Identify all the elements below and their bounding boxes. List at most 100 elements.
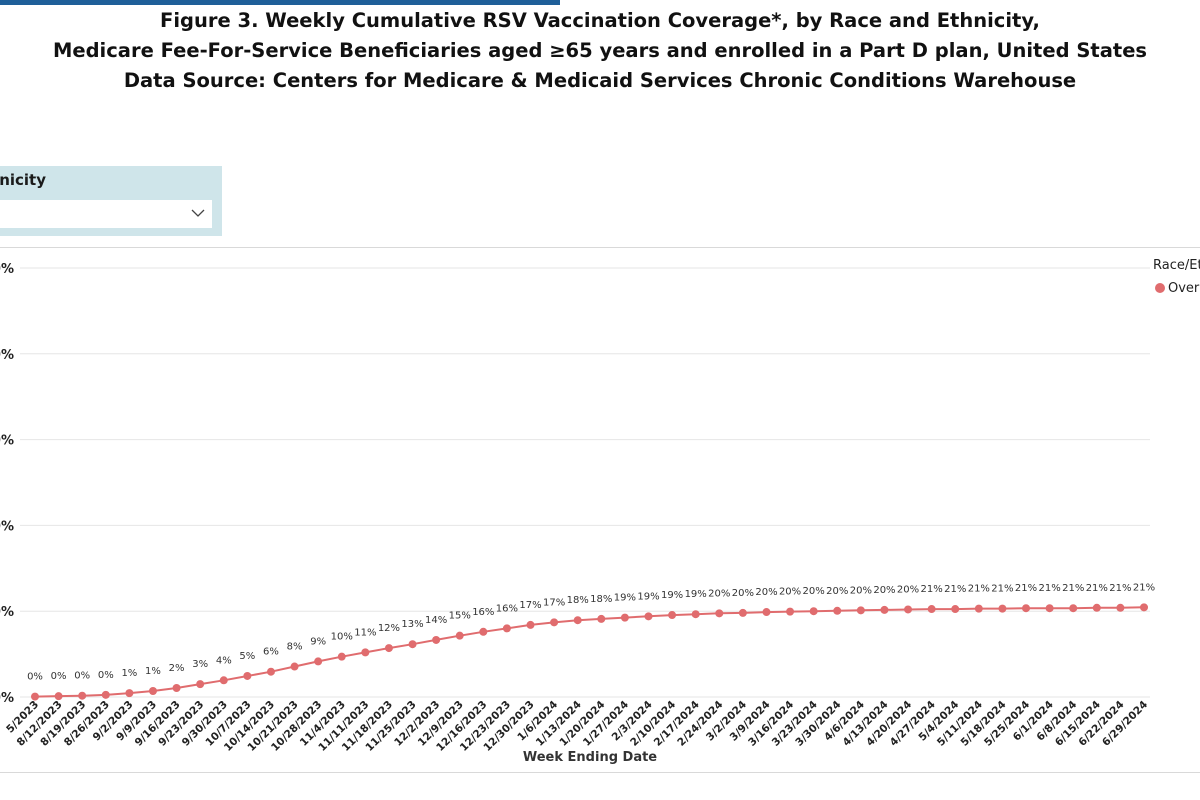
data-point — [998, 604, 1007, 613]
data-labels: 0% 0% 0% 0% 1% 1% 2% 3% 4% 5% 6% 8% 9% 10% 11% 12% 13% 14… — [27, 582, 1155, 682]
data-label: 21% — [1086, 583, 1108, 594]
series-overall — [31, 603, 1148, 701]
data-label: 4% — [216, 655, 232, 666]
data-point — [172, 683, 181, 692]
data-label: 21% — [1062, 583, 1084, 594]
data-label: 0% — [27, 672, 43, 683]
data-point — [620, 613, 629, 622]
slicer-label: nicity — [0, 171, 46, 189]
data-label: 13% — [401, 619, 423, 630]
data-label: 3% — [192, 659, 208, 670]
data-label: 11% — [354, 627, 376, 638]
data-point — [927, 605, 936, 614]
data-label: 19% — [661, 590, 683, 601]
race-ethnicity-slicer: nicity — [0, 166, 222, 236]
data-label: 17% — [519, 600, 541, 611]
data-label: 0% — [74, 671, 90, 682]
data-label: 17% — [543, 597, 565, 608]
gridlines — [20, 267, 1150, 698]
data-label: 21% — [991, 584, 1013, 595]
chart-frame-bottom — [0, 772, 1200, 773]
data-label: 19% — [614, 593, 636, 604]
data-label: 21% — [921, 584, 943, 595]
data-point — [31, 692, 39, 701]
data-label: 1% — [145, 666, 161, 677]
data-label: 20% — [873, 585, 895, 596]
data-point — [715, 609, 724, 618]
slicer-label-wrap: nicity — [0, 166, 50, 196]
data-point — [337, 652, 346, 661]
y-axis-ticks: 0% 0% 0% 0% 0% 0% — [0, 262, 14, 706]
data-point — [904, 605, 913, 614]
data-point — [361, 648, 370, 657]
data-point — [148, 686, 157, 695]
title-line-3: Data Source: Centers for Medicare & Medi… — [123, 69, 1077, 92]
data-label: 19% — [637, 591, 659, 602]
data-point — [243, 671, 252, 680]
data-point — [738, 608, 747, 617]
data-label: 5% — [239, 651, 255, 662]
data-point — [786, 607, 795, 616]
data-label: 1% — [121, 668, 137, 679]
data-label: 21% — [1015, 583, 1037, 594]
data-point — [691, 610, 700, 619]
legend-item-label: Overa — [1168, 281, 1200, 296]
data-label: 20% — [732, 588, 754, 599]
data-point — [1140, 603, 1148, 612]
data-point — [502, 624, 511, 633]
data-point — [78, 691, 87, 700]
data-point — [432, 635, 441, 644]
y-tick-label: 0% — [0, 434, 14, 449]
data-point — [951, 605, 960, 614]
data-point — [856, 606, 865, 615]
data-point — [644, 612, 653, 621]
slicer-dropdown[interactable] — [0, 200, 212, 228]
data-label: 21% — [968, 584, 990, 595]
data-point — [219, 676, 228, 685]
data-label: 15% — [449, 611, 471, 622]
data-label: 21% — [1133, 582, 1155, 593]
data-label: 8% — [287, 642, 303, 653]
data-label: 20% — [850, 585, 872, 596]
data-label: 20% — [803, 586, 825, 597]
data-label: 2% — [169, 663, 185, 674]
legend-marker — [1155, 283, 1165, 293]
data-label: 19% — [685, 589, 707, 600]
x-axis-ticks: 5/20238/12/20238/19/20238/26/20239/2/202… — [4, 699, 1150, 754]
data-label: 20% — [779, 587, 801, 598]
legend-item-overall[interactable]: Overa — [1155, 281, 1200, 296]
data-label: 21% — [944, 584, 966, 595]
data-label: 18% — [567, 595, 589, 606]
data-point — [101, 690, 110, 699]
data-label: 20% — [897, 584, 919, 595]
data-label: 21% — [1109, 583, 1131, 594]
title-line-2: Medicare Fee-For-Service Beneficiaries a… — [52, 39, 1148, 62]
data-point — [526, 620, 535, 629]
data-label: 20% — [826, 586, 848, 597]
data-point — [1092, 603, 1101, 612]
data-point — [809, 607, 818, 616]
data-label: 14% — [425, 615, 447, 626]
data-point — [408, 640, 417, 649]
y-tick-label: 0% — [0, 519, 14, 534]
data-point — [597, 614, 606, 623]
data-point — [668, 611, 677, 620]
title-line-1: Figure 3. Weekly Cumulative RSV Vaccinat… — [160, 9, 1040, 32]
data-point — [455, 631, 464, 640]
y-tick-label: 0% — [0, 605, 14, 620]
data-label: 20% — [708, 588, 730, 599]
data-point — [833, 606, 842, 615]
data-point — [125, 689, 134, 698]
y-tick-label: 0% — [0, 262, 14, 277]
data-label: 12% — [378, 623, 400, 634]
top-accent-bar — [0, 0, 560, 5]
data-point — [479, 627, 488, 636]
chevron-down-icon[interactable] — [190, 206, 206, 220]
data-point — [1069, 604, 1078, 613]
data-label: 21% — [1038, 583, 1060, 594]
data-label: 6% — [263, 647, 279, 658]
x-axis-label: Week Ending Date — [523, 750, 657, 765]
data-label: 20% — [755, 587, 777, 598]
y-tick-label: 0% — [0, 348, 14, 363]
